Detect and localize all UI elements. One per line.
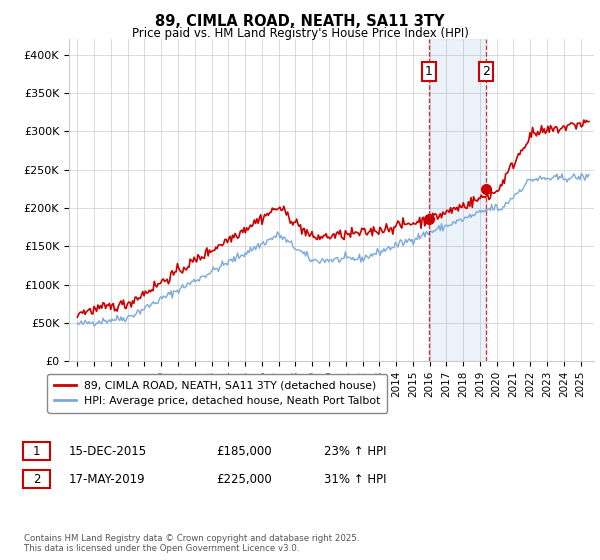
Legend: 89, CIMLA ROAD, NEATH, SA11 3TY (detached house), HPI: Average price, detached h: 89, CIMLA ROAD, NEATH, SA11 3TY (detache… [47,374,387,413]
Text: 1: 1 [33,445,40,458]
Text: 2: 2 [482,65,490,78]
Text: Price paid vs. HM Land Registry's House Price Index (HPI): Price paid vs. HM Land Registry's House … [131,27,469,40]
Text: 2: 2 [33,473,40,486]
Text: 89, CIMLA ROAD, NEATH, SA11 3TY: 89, CIMLA ROAD, NEATH, SA11 3TY [155,14,445,29]
Bar [429,39,487,361]
Text: 23% ↑ HPI: 23% ↑ HPI [324,445,386,458]
Text: £225,000: £225,000 [216,473,272,486]
Text: 15-DEC-2015: 15-DEC-2015 [69,445,147,458]
Text: 31% ↑ HPI: 31% ↑ HPI [324,473,386,486]
Text: 17-MAY-2019: 17-MAY-2019 [69,473,146,486]
Text: £185,000: £185,000 [216,445,272,458]
Text: Contains HM Land Registry data © Crown copyright and database right 2025.
This d: Contains HM Land Registry data © Crown c… [24,534,359,553]
Text: 1: 1 [425,65,433,78]
